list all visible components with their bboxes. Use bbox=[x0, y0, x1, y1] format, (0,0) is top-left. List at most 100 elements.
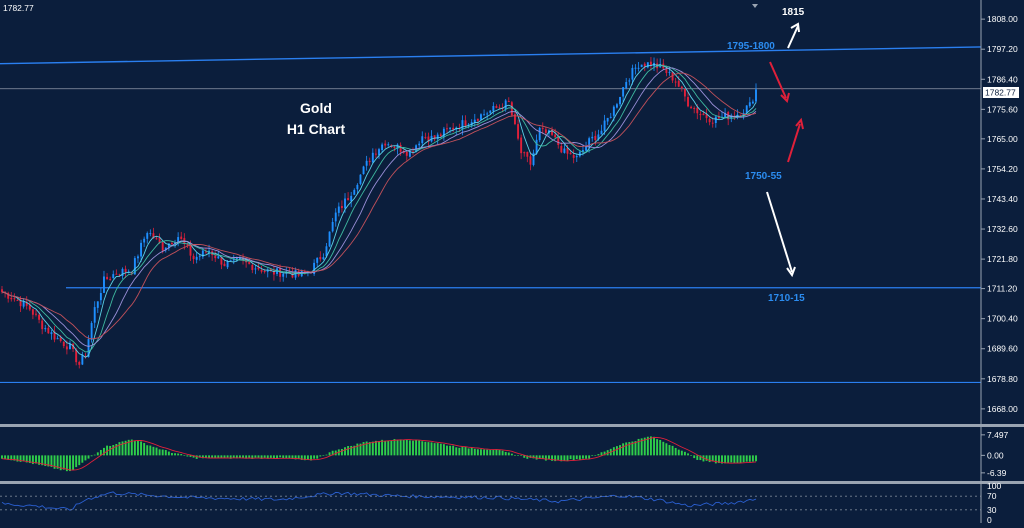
histogram-bar bbox=[328, 452, 331, 456]
candle-body bbox=[393, 147, 396, 149]
histogram-bar bbox=[149, 445, 152, 456]
candle-body bbox=[177, 237, 180, 244]
candle-body bbox=[171, 242, 173, 245]
candle-body bbox=[31, 309, 34, 315]
candle-body bbox=[529, 156, 532, 165]
candle-body bbox=[405, 151, 408, 156]
candle-body bbox=[532, 152, 535, 165]
histogram-bar bbox=[99, 449, 102, 456]
resistance-trendline bbox=[0, 46, 982, 65]
histogram-bar bbox=[387, 440, 390, 456]
histogram-bar bbox=[588, 455, 591, 459]
histogram-bar bbox=[223, 455, 226, 458]
histogram-bar bbox=[452, 445, 455, 456]
histogram-bar bbox=[520, 455, 523, 456]
histogram-bar bbox=[563, 455, 566, 462]
histogram-bar bbox=[28, 455, 31, 464]
candle-body bbox=[99, 293, 102, 301]
candle-body bbox=[84, 355, 87, 357]
candle-body bbox=[418, 143, 421, 146]
histogram-bar bbox=[665, 443, 668, 456]
histogram-bar bbox=[649, 436, 652, 456]
candle-body bbox=[541, 127, 544, 129]
candle-body bbox=[25, 301, 28, 306]
candle-body bbox=[408, 151, 411, 157]
histogram-bar bbox=[96, 452, 99, 456]
histogram-bar bbox=[535, 455, 538, 460]
price-tick-label: 1754.20 bbox=[987, 164, 1018, 174]
histogram-bar bbox=[10, 455, 13, 461]
candle-body bbox=[214, 255, 217, 259]
candle-body bbox=[588, 138, 591, 148]
candle-body bbox=[235, 258, 238, 260]
histogram-bar bbox=[186, 455, 189, 457]
candle-body bbox=[378, 149, 380, 156]
candle-body bbox=[464, 120, 467, 126]
candle-body bbox=[10, 297, 13, 300]
histogram-bar bbox=[711, 455, 714, 462]
rsi-tick-label: 30 bbox=[987, 505, 997, 515]
candle-body bbox=[514, 114, 516, 125]
histogram-bar bbox=[455, 447, 458, 456]
histogram-bar bbox=[214, 455, 217, 459]
candle-body bbox=[56, 338, 59, 340]
histogram-bar bbox=[396, 439, 399, 456]
forecast-arrows bbox=[766, 22, 804, 278]
histogram-bar bbox=[486, 449, 489, 456]
histogram-bar bbox=[501, 450, 504, 456]
candle-body bbox=[708, 118, 711, 123]
candle-body bbox=[22, 301, 25, 307]
candle-body bbox=[421, 136, 424, 144]
candle-body bbox=[41, 320, 44, 330]
candle-body bbox=[87, 339, 90, 358]
candle-body bbox=[13, 298, 16, 300]
histogram-bar bbox=[31, 455, 34, 465]
candle-body bbox=[365, 160, 368, 166]
histogram-bar bbox=[430, 442, 433, 456]
histogram-bar bbox=[112, 445, 115, 456]
candle-body bbox=[381, 144, 384, 150]
candle-body bbox=[433, 135, 436, 140]
histogram-bar bbox=[297, 455, 300, 460]
histogram-bar bbox=[480, 449, 482, 456]
histogram-bar bbox=[35, 455, 37, 464]
candle-body bbox=[201, 250, 204, 257]
price-tick-label: 1808.00 bbox=[987, 14, 1018, 24]
chart-title-line1: Gold bbox=[300, 100, 332, 116]
histogram-bar bbox=[625, 442, 628, 456]
histogram-bar bbox=[467, 448, 470, 456]
histogram-bar bbox=[47, 455, 50, 467]
candle-body bbox=[578, 151, 581, 157]
histogram-bar bbox=[38, 455, 41, 465]
histogram-bar bbox=[603, 451, 606, 456]
moving-averages bbox=[1, 64, 757, 358]
histogram-bar bbox=[374, 440, 377, 456]
price-tick-label: 1721.80 bbox=[987, 254, 1018, 264]
hist-tick-label: -6.39 bbox=[987, 468, 1007, 478]
histogram-bar bbox=[137, 440, 139, 456]
candle-body bbox=[81, 354, 84, 365]
histogram-bar bbox=[152, 446, 155, 456]
histogram-bar bbox=[53, 455, 56, 469]
histogram-bar bbox=[226, 455, 229, 458]
candle-body bbox=[668, 71, 671, 73]
histogram-bar bbox=[238, 455, 241, 458]
histogram-bar bbox=[65, 455, 68, 472]
candle-body bbox=[492, 105, 495, 112]
histogram-bar bbox=[319, 455, 322, 457]
candle-body bbox=[690, 106, 693, 109]
candle-body bbox=[612, 106, 615, 116]
candle-body bbox=[350, 195, 353, 202]
candle-body bbox=[260, 269, 263, 272]
histogram-bar bbox=[161, 449, 164, 456]
histogram-bar bbox=[687, 453, 689, 456]
candle-body bbox=[19, 299, 22, 307]
histogram-bar bbox=[130, 439, 133, 456]
candle-body bbox=[473, 119, 476, 123]
histogram-bar bbox=[288, 455, 291, 459]
histogram-bar bbox=[668, 445, 671, 456]
candle-body bbox=[591, 136, 594, 139]
candle-body bbox=[192, 255, 195, 260]
histogram-bar bbox=[646, 436, 649, 456]
